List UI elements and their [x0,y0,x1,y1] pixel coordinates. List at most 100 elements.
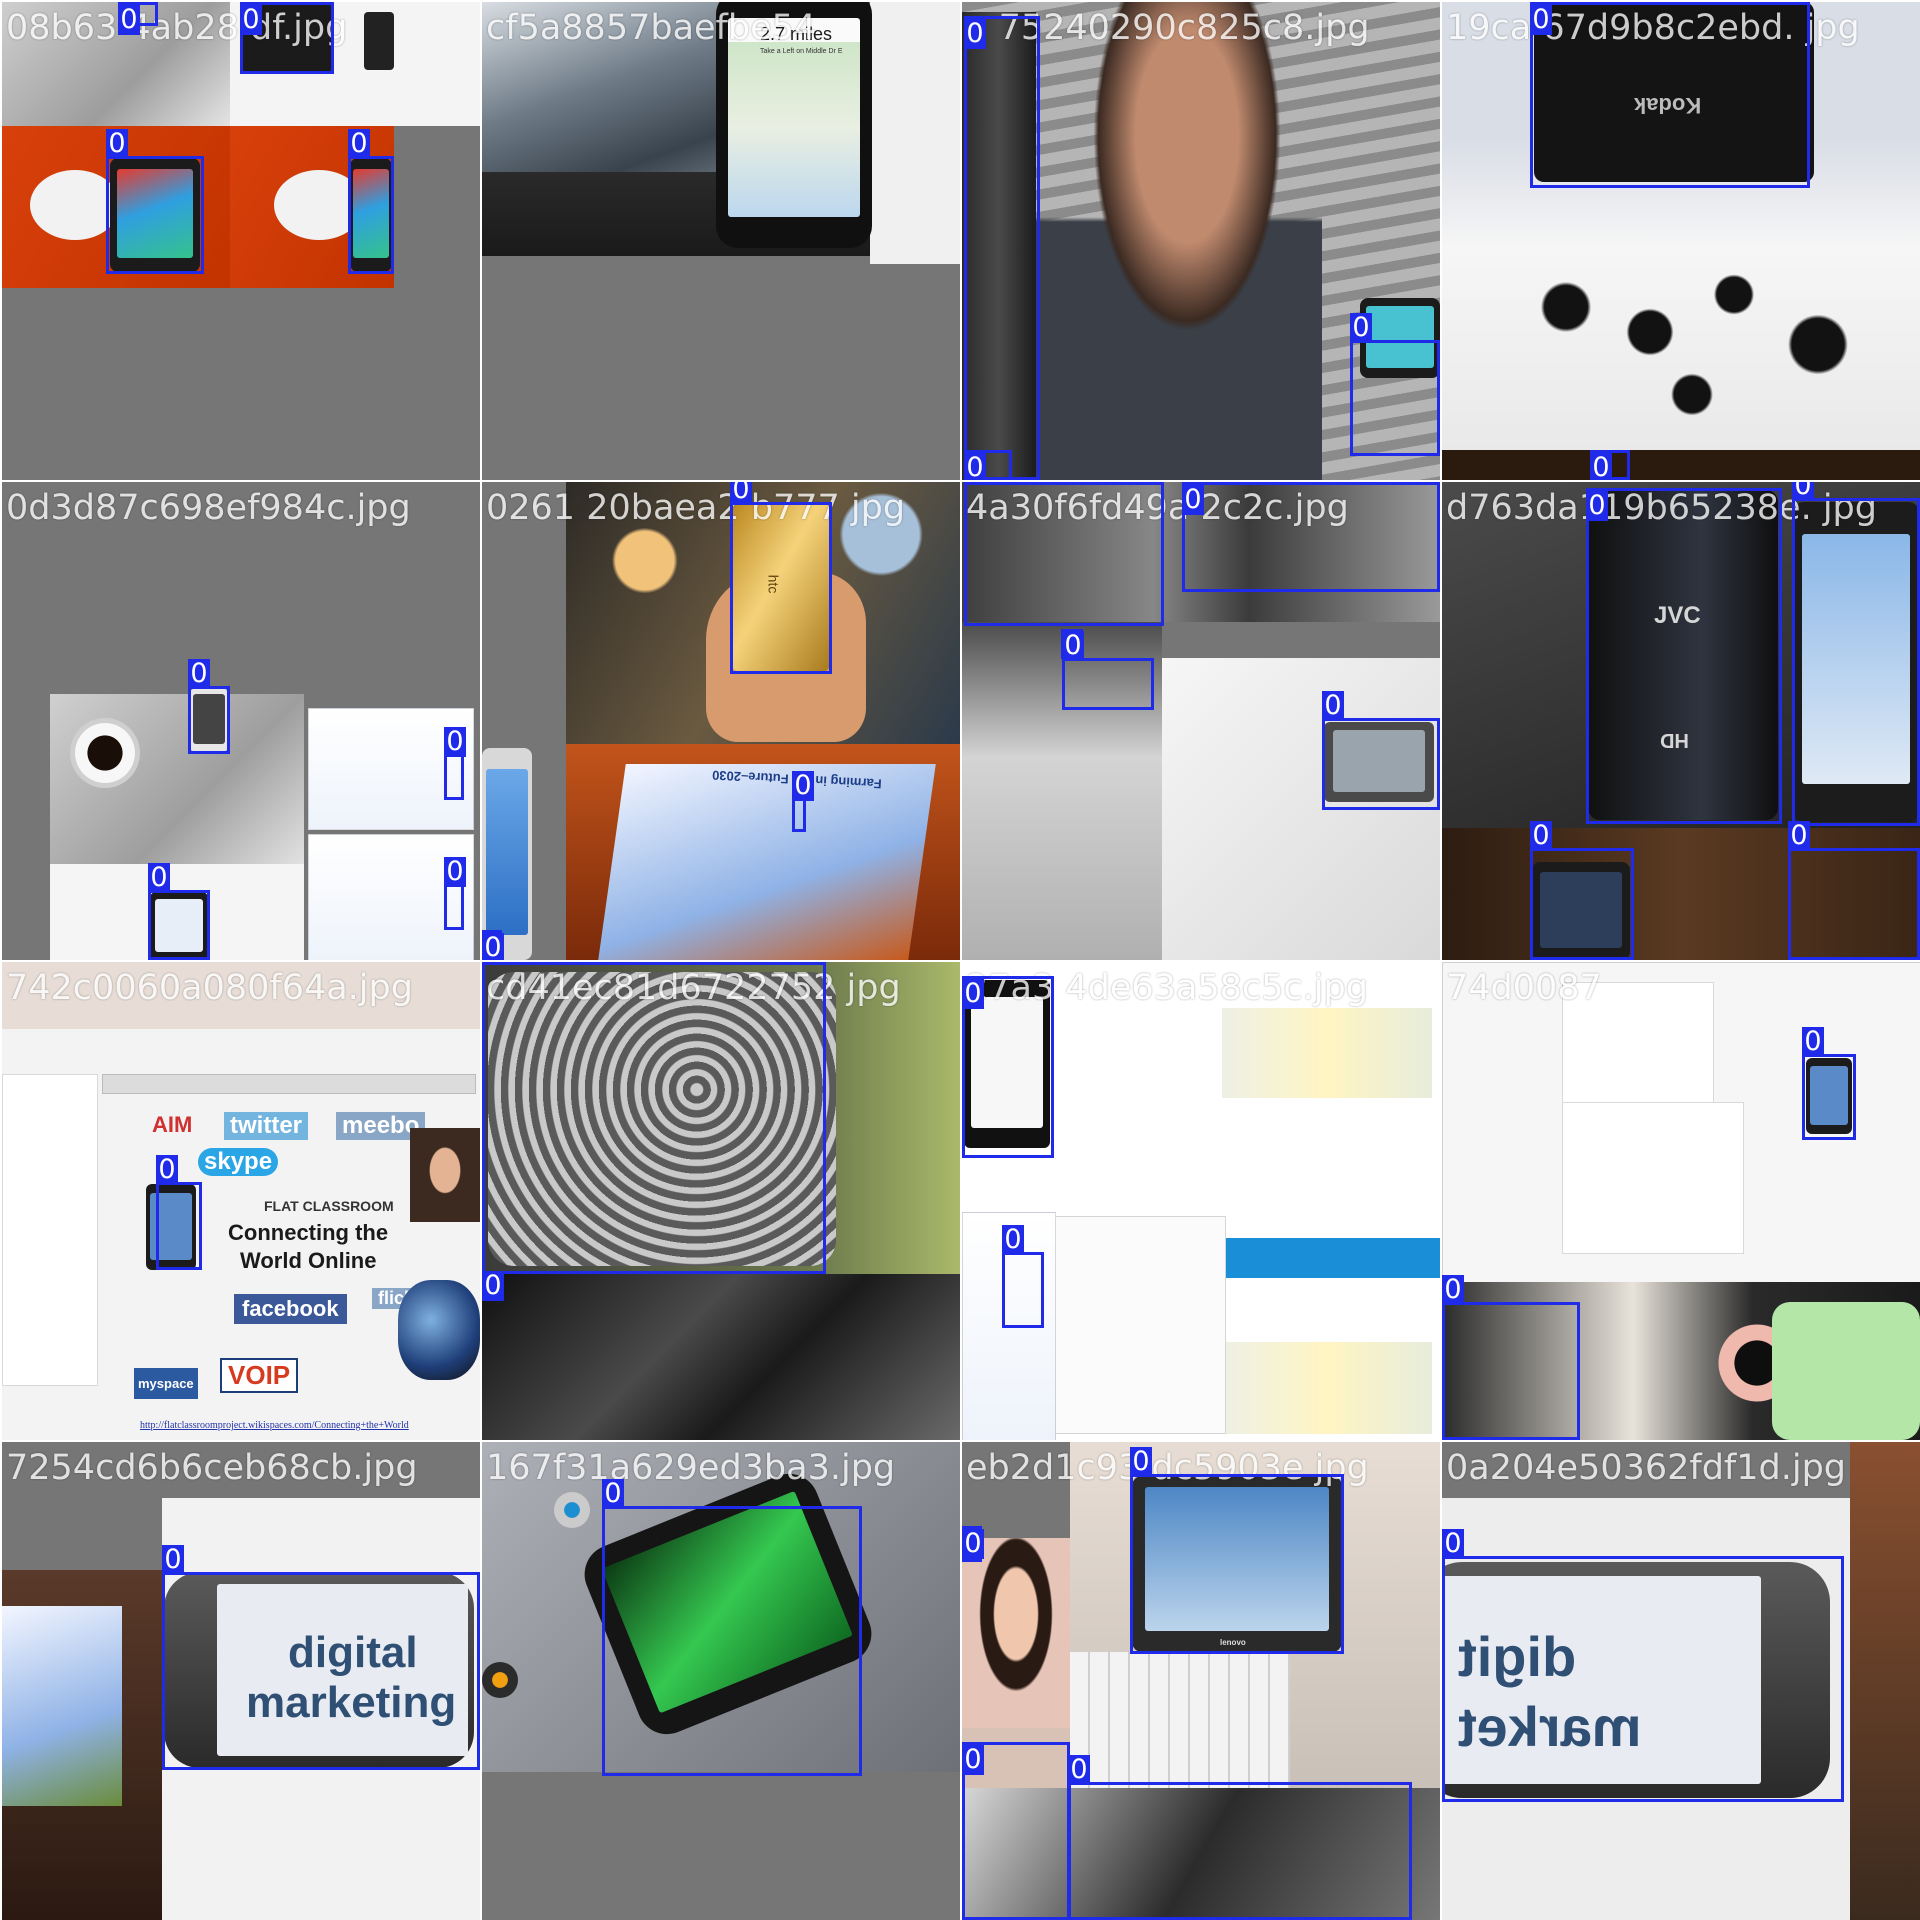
bounding-box: 0 [1788,821,1920,960]
map-snippet [1222,1342,1432,1434]
bounding-box: 0 [118,2,158,35]
box-label: 0 [1062,631,1084,661]
mosaic-tile: 4a30f6fd49a 2c2c.jpg 0 0 0 0 [962,482,1440,960]
ui-window [1562,1102,1744,1254]
box-label: 0 [730,482,752,505]
bounding-box: 0 [1530,821,1634,960]
photo-tripod-legs [1482,182,1902,432]
mosaic-tile: digital marketing 7254cd6b6ceb68cb.jpg 0 [2,1442,480,1920]
mosaic-tile: Kodak 19ca 67d9b8c2ebd. jpg 0 0 [1442,2,1920,480]
bounding-box: 0 [156,1155,202,1270]
tile-filename: cd41ec81d6722752 jpg [486,968,901,1008]
photo-woman [962,1538,1070,1728]
mosaic-tile: 2.7 miles Take a Left on Middle Dr E cf5… [482,2,960,480]
social-label-myspace: myspace [134,1368,198,1399]
photo-woman [410,1128,480,1222]
bounding-box: 0 [964,450,1012,480]
header-bar [1218,1238,1440,1278]
box-label: 0 [1590,453,1612,480]
bounding-box: 0 [1322,691,1440,810]
tile-filename: 7254cd6b6ceb68cb.jpg [6,1448,418,1488]
map-distance: 2.7 miles [760,24,833,44]
tile-filename: 0261 20baea2 b777 jpg [486,488,906,528]
social-label-twitter: twitter [224,1112,308,1140]
bounding-box: 0 [1182,482,1440,592]
mosaic-tile: 0d3d87c698ef984c.jpg 0 0 0 0 [2,482,480,960]
bounding-box: 0 [188,659,230,754]
bounding-box: 0 [240,2,334,74]
ui-window [1054,1216,1226,1434]
bounding-box: 0 [1002,1225,1044,1328]
bounding-box: 0 [1590,450,1630,480]
phone-image [1324,722,1434,802]
box-label: 0 [962,1529,984,1559]
box-label: 0 [156,1155,178,1185]
bounding-box: 0 [482,962,826,1301]
flat-classroom-title: FLAT CLASSROOM [264,1198,394,1214]
map-direction: Take a Left on Middle Dr E [760,48,843,55]
table-knob [554,1492,590,1528]
box-label: 0 [964,453,986,480]
box-label: 0 [964,19,986,49]
box-label: 0 [1530,821,1552,851]
camera-body [962,12,1036,480]
mosaic-tile: 08b63 4ab28 df.jpg 0 0 0 0 [2,2,480,480]
tile-filename: 08b63 4ab28 df.jpg [6,8,348,48]
tile-filename: 742c0060a080f64a.jpg [6,968,413,1008]
box-label: 0 [1442,1275,1464,1305]
phone-green-case [1772,1302,1920,1440]
phone-image [488,972,836,1266]
mosaic-tile: 74d0087 0 0 [1442,962,1920,1440]
wireless-charger [30,170,120,240]
bounding-box: 0 [964,16,1040,480]
phone-image [716,2,872,248]
ui-window [2,1074,98,1386]
bounding-box: 0 [730,482,832,674]
bounding-box: 0 [1802,1027,1856,1140]
tile-filename: 167f31a629ed3ba3.jpg [486,1448,896,1488]
bounding-box: 0 [792,771,814,832]
social-label-facebook: facebook [234,1294,347,1324]
tile-filename: eb2d1c93 dc5903e jpg [966,1448,1369,1488]
tile-filename: a 75240290c825c8.jpg [966,8,1370,48]
photo-blurred-cable [482,1274,960,1440]
box-label: 0 [444,857,466,887]
photo-ground [1442,450,1920,480]
bounding-box: 0 [1062,631,1154,710]
tile-filename: cf5a8857baefbe54 [486,8,817,48]
bounding-box: 0 [1792,482,1920,826]
box-label: 0 [1792,482,1814,501]
bounding-box: 0 [1530,2,1810,188]
mosaic-tile: JVC HD d763da119b65238e. jpg 0 0 0 0 [1442,482,1920,960]
coffee-cup [70,718,140,788]
box-label: 0 [1322,691,1344,721]
phone-image [110,158,200,272]
connecting-line-1: Connecting the [228,1220,389,1245]
bounding-box: 0 [444,857,466,930]
bounding-box: 0 [148,863,210,960]
phone-image [1534,2,1814,182]
bounding-box: 0 [1350,313,1440,456]
box-label: 0 [106,129,128,159]
bounding-box: 0 [162,1545,480,1770]
mosaic-tile: digit market 0a204e50362fdf1d.jpg 0 [1442,1442,1920,1920]
box-label: 0 [1182,485,1204,515]
mosaic-tile: a 75240290c825c8.jpg 0 0 0 [962,2,1440,480]
phone-image [482,748,532,960]
brand-lenovo: lenovo [1220,1638,1246,1647]
camera-jvc [1588,490,1778,820]
tile-filename: 19ca 67d9b8c2ebd. jpg [1446,8,1860,48]
mosaic-tile: lenovo eb2d1c93 dc5903e jpg 0 0 0 0 [962,1442,1440,1920]
phone-image [350,158,392,272]
box-label: 0 [1530,5,1552,35]
box-label: 0 [962,979,984,1009]
phone-image [364,12,394,70]
box-label: 0 [348,129,370,159]
tile-filename: 0a204e50362fdf1d.jpg [1446,1448,1847,1488]
box-label: 0 [1442,1529,1464,1559]
box-label: 0 [482,933,504,960]
mosaic-tile: htc Farming in the Future–2030 0261 20ba… [482,482,960,960]
social-label-aim: AIM [152,1112,193,1137]
tile-filename: 74d0087 [1446,968,1602,1008]
